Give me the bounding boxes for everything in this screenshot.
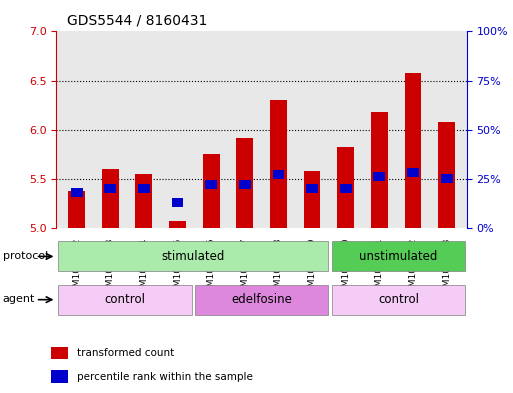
Bar (306, 184, 318, 193)
Bar (441, 174, 452, 183)
Bar (203, 154, 220, 228)
Bar (270, 100, 287, 228)
Bar (239, 180, 251, 189)
Bar (135, 174, 152, 228)
Text: control: control (104, 293, 145, 306)
Text: GDS5544 / 8160431: GDS5544 / 8160431 (67, 14, 207, 28)
Bar (371, 112, 388, 228)
Bar (236, 138, 253, 228)
Bar (340, 184, 351, 193)
Bar (205, 180, 217, 189)
Bar (195, 285, 328, 315)
Text: transformed count: transformed count (77, 348, 174, 358)
Bar (405, 73, 421, 228)
Bar (332, 241, 465, 272)
Bar (50, 347, 68, 360)
Text: unstimulated: unstimulated (359, 250, 438, 263)
Text: stimulated: stimulated (162, 250, 225, 263)
Bar (169, 221, 186, 228)
Text: agent: agent (3, 294, 35, 304)
Bar (50, 370, 68, 383)
Bar (304, 171, 321, 228)
Bar (102, 169, 119, 228)
Bar (407, 169, 419, 177)
Bar (172, 198, 184, 207)
Bar (68, 191, 85, 228)
Bar (438, 122, 455, 228)
Text: edelfosine: edelfosine (231, 293, 292, 306)
Text: control: control (378, 293, 419, 306)
Text: percentile rank within the sample: percentile rank within the sample (77, 372, 252, 382)
Bar (332, 285, 465, 315)
Bar (373, 173, 385, 181)
Bar (71, 188, 83, 197)
Bar (272, 171, 284, 179)
Bar (104, 184, 116, 193)
Bar (138, 184, 150, 193)
Bar (58, 241, 328, 272)
Text: protocol: protocol (3, 251, 48, 261)
Bar (338, 147, 354, 228)
Bar (58, 285, 191, 315)
